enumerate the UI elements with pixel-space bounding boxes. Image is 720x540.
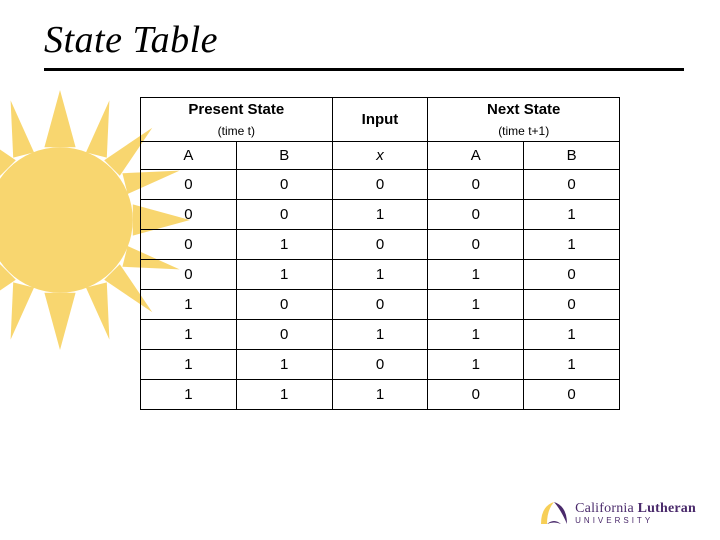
table-cell: 1 xyxy=(141,380,237,410)
table-cell: 0 xyxy=(524,170,620,200)
header-input: Input xyxy=(332,98,428,142)
table-cell: 0 xyxy=(524,260,620,290)
table-cell: 0 xyxy=(332,350,428,380)
table-cell: 1 xyxy=(236,260,332,290)
header-next-state: Next State xyxy=(428,98,620,122)
table-row: 01001 xyxy=(141,230,620,260)
table-cell: 1 xyxy=(236,380,332,410)
table-row: 11100 xyxy=(141,380,620,410)
col-B-present: B xyxy=(236,142,332,170)
logo-mark-icon xyxy=(537,498,571,528)
table-row: 00000 xyxy=(141,170,620,200)
page-title: State Table xyxy=(44,18,680,62)
table-cell: 0 xyxy=(428,170,524,200)
state-table-container: Present State Input Next State (time t) … xyxy=(140,97,620,410)
table-cell: 1 xyxy=(428,350,524,380)
table-row: 10111 xyxy=(141,320,620,350)
subcaption-next: (time t+1) xyxy=(428,122,620,142)
table-cell: 0 xyxy=(332,170,428,200)
table-cell: 1 xyxy=(332,320,428,350)
table-cell: 0 xyxy=(332,230,428,260)
subcaption-present: (time t) xyxy=(141,122,333,142)
table-column-labels: A B x A B xyxy=(141,142,620,170)
table-cell: 1 xyxy=(428,320,524,350)
table-row: 11011 xyxy=(141,350,620,380)
table-cell: 0 xyxy=(141,170,237,200)
table-cell: 1 xyxy=(524,350,620,380)
table-cell: 0 xyxy=(236,170,332,200)
table-header-groups: Present State Input Next State xyxy=(141,98,620,122)
table-cell: 0 xyxy=(236,200,332,230)
table-body: 0000000101010010111010010101111101111100 xyxy=(141,170,620,410)
table-cell: 0 xyxy=(141,260,237,290)
table-cell: 0 xyxy=(524,380,620,410)
table-cell: 1 xyxy=(141,320,237,350)
logo-line1: California Lutheran xyxy=(575,502,696,516)
table-cell: 1 xyxy=(141,350,237,380)
table-cell: 1 xyxy=(141,290,237,320)
state-table: Present State Input Next State (time t) … xyxy=(140,97,620,410)
col-A-next: A xyxy=(428,142,524,170)
table-cell: 0 xyxy=(428,200,524,230)
table-row: 01110 xyxy=(141,260,620,290)
header-present-state: Present State xyxy=(141,98,333,122)
logo-line2: UNIVERSITY xyxy=(575,517,696,525)
table-cell: 0 xyxy=(236,290,332,320)
table-cell: 1 xyxy=(332,380,428,410)
table-cell: 0 xyxy=(141,230,237,260)
table-cell: 1 xyxy=(524,230,620,260)
table-cell: 1 xyxy=(236,230,332,260)
col-A-present: A xyxy=(141,142,237,170)
table-cell: 1 xyxy=(236,350,332,380)
table-cell: 0 xyxy=(332,290,428,320)
table-cell: 1 xyxy=(524,200,620,230)
col-B-next: B xyxy=(524,142,620,170)
table-cell: 0 xyxy=(141,200,237,230)
table-cell: 0 xyxy=(524,290,620,320)
table-cell: 0 xyxy=(428,380,524,410)
table-cell: 1 xyxy=(428,260,524,290)
col-x-input: x xyxy=(332,142,428,170)
table-row: 10010 xyxy=(141,290,620,320)
table-cell: 1 xyxy=(524,320,620,350)
university-logo: California Lutheran UNIVERSITY xyxy=(537,498,696,528)
table-cell: 1 xyxy=(332,200,428,230)
table-row: 00101 xyxy=(141,200,620,230)
table-cell: 0 xyxy=(236,320,332,350)
title-rule xyxy=(44,68,684,71)
table-cell: 1 xyxy=(428,290,524,320)
table-cell: 0 xyxy=(428,230,524,260)
table-cell: 1 xyxy=(332,260,428,290)
